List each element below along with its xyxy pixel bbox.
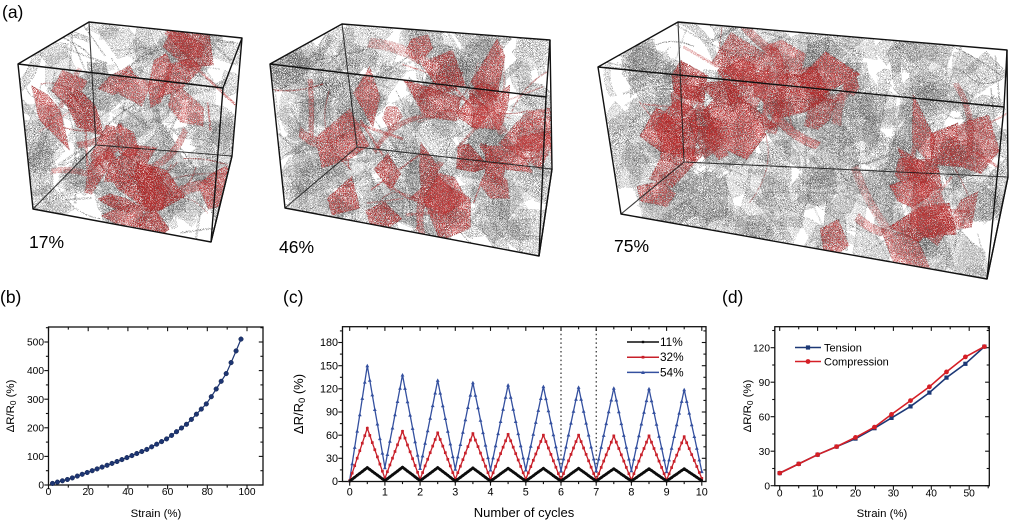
svg-text:1: 1 <box>382 487 388 499</box>
svg-text:Compression: Compression <box>824 357 889 369</box>
svg-text:17%: 17% <box>29 232 64 252</box>
svg-text:(c): (c) <box>283 287 303 307</box>
svg-text:0: 0 <box>764 481 770 492</box>
svg-text:180: 180 <box>320 337 338 349</box>
svg-text:8: 8 <box>628 487 634 499</box>
svg-text:80: 80 <box>202 487 214 498</box>
svg-text:32%: 32% <box>660 350 684 364</box>
svg-text:ΔR/R0 (%): ΔR/R0 (%) <box>291 374 307 434</box>
svg-text:120: 120 <box>753 343 770 354</box>
svg-text:150: 150 <box>320 360 338 372</box>
svg-text:20: 20 <box>850 489 862 500</box>
svg-text:400: 400 <box>27 366 44 377</box>
svg-text:0: 0 <box>347 487 353 499</box>
svg-text:90: 90 <box>326 407 338 419</box>
svg-text:100: 100 <box>27 452 44 463</box>
svg-text:(b): (b) <box>0 287 21 307</box>
svg-text:Number of cycles: Number of cycles <box>474 505 575 520</box>
svg-text:ΔR/R0 (%): ΔR/R0 (%) <box>742 379 755 432</box>
svg-text:(a): (a) <box>2 2 23 22</box>
svg-text:ΔR/R0 (%): ΔR/R0 (%) <box>5 379 18 432</box>
svg-text:10: 10 <box>696 487 708 499</box>
svg-text:2: 2 <box>417 487 423 499</box>
svg-text:5: 5 <box>523 487 529 499</box>
svg-text:60: 60 <box>326 430 338 442</box>
svg-text:10: 10 <box>812 489 824 500</box>
svg-text:6: 6 <box>558 487 564 499</box>
svg-text:0: 0 <box>38 481 44 492</box>
svg-text:120: 120 <box>320 383 338 395</box>
svg-text:90: 90 <box>759 378 771 389</box>
svg-text:50: 50 <box>964 489 976 500</box>
svg-text:100: 100 <box>239 487 256 498</box>
svg-text:46%: 46% <box>279 237 314 257</box>
svg-text:30: 30 <box>759 447 771 458</box>
svg-text:0: 0 <box>46 487 52 498</box>
svg-text:20: 20 <box>83 487 95 498</box>
svg-text:60: 60 <box>162 487 174 498</box>
svg-text:30: 30 <box>888 489 900 500</box>
svg-text:9: 9 <box>664 487 670 499</box>
svg-text:0: 0 <box>332 476 338 488</box>
svg-text:Strain (%): Strain (%) <box>857 508 908 520</box>
svg-text:7: 7 <box>593 487 599 499</box>
svg-text:300: 300 <box>27 395 44 406</box>
svg-text:500: 500 <box>27 338 44 349</box>
svg-text:Strain (%): Strain (%) <box>131 508 182 520</box>
svg-text:60: 60 <box>759 412 771 423</box>
svg-text:54%: 54% <box>660 365 684 379</box>
svg-text:200: 200 <box>27 423 44 434</box>
svg-text:75%: 75% <box>614 236 649 256</box>
svg-text:30: 30 <box>326 453 338 465</box>
svg-text:(d): (d) <box>722 287 743 307</box>
svg-text:40: 40 <box>122 487 134 498</box>
svg-text:3: 3 <box>452 487 458 499</box>
svg-text:40: 40 <box>926 489 938 500</box>
svg-text:11%: 11% <box>660 335 683 349</box>
svg-text:Tension: Tension <box>824 343 862 355</box>
svg-text:4: 4 <box>487 487 493 499</box>
svg-text:0: 0 <box>777 489 783 500</box>
